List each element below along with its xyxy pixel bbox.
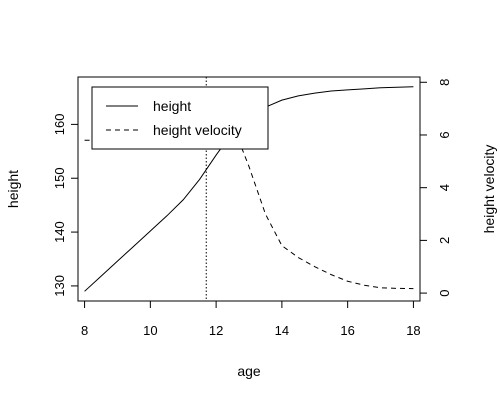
y-tick-label: 150 [52,167,67,189]
y2-tick-label: 6 [437,131,452,138]
x-tick-label: 18 [406,323,420,338]
y-tick-label: 140 [52,221,67,243]
y-axis-right: 0 2 4 6 8 [420,79,452,297]
legend-label-height-velocity: height velocity [153,122,242,138]
legend-box [92,87,268,149]
y-tick-label: 160 [52,114,67,136]
y2-tick-label: 8 [437,79,452,86]
x-tick-label: 8 [81,323,88,338]
x-tick-label: 14 [275,323,289,338]
x-tick-label: 10 [143,323,157,338]
legend: height height velocity [92,87,268,149]
y2-tick-label: 0 [437,289,452,296]
x-tick-label: 12 [209,323,223,338]
y-axis-title: height [5,170,21,208]
x-axis-title: age [237,363,261,379]
y2-axis-title: height velocity [481,145,497,234]
y2-tick-label: 4 [437,184,452,191]
y-tick-label: 130 [52,275,67,297]
x-tick-label: 16 [340,323,354,338]
y-axis-left: 130 140 150 160 [52,114,78,297]
y2-tick-label: 2 [437,237,452,244]
legend-label-height: height [153,98,191,114]
x-axis: 8 10 12 14 16 18 [81,301,421,338]
